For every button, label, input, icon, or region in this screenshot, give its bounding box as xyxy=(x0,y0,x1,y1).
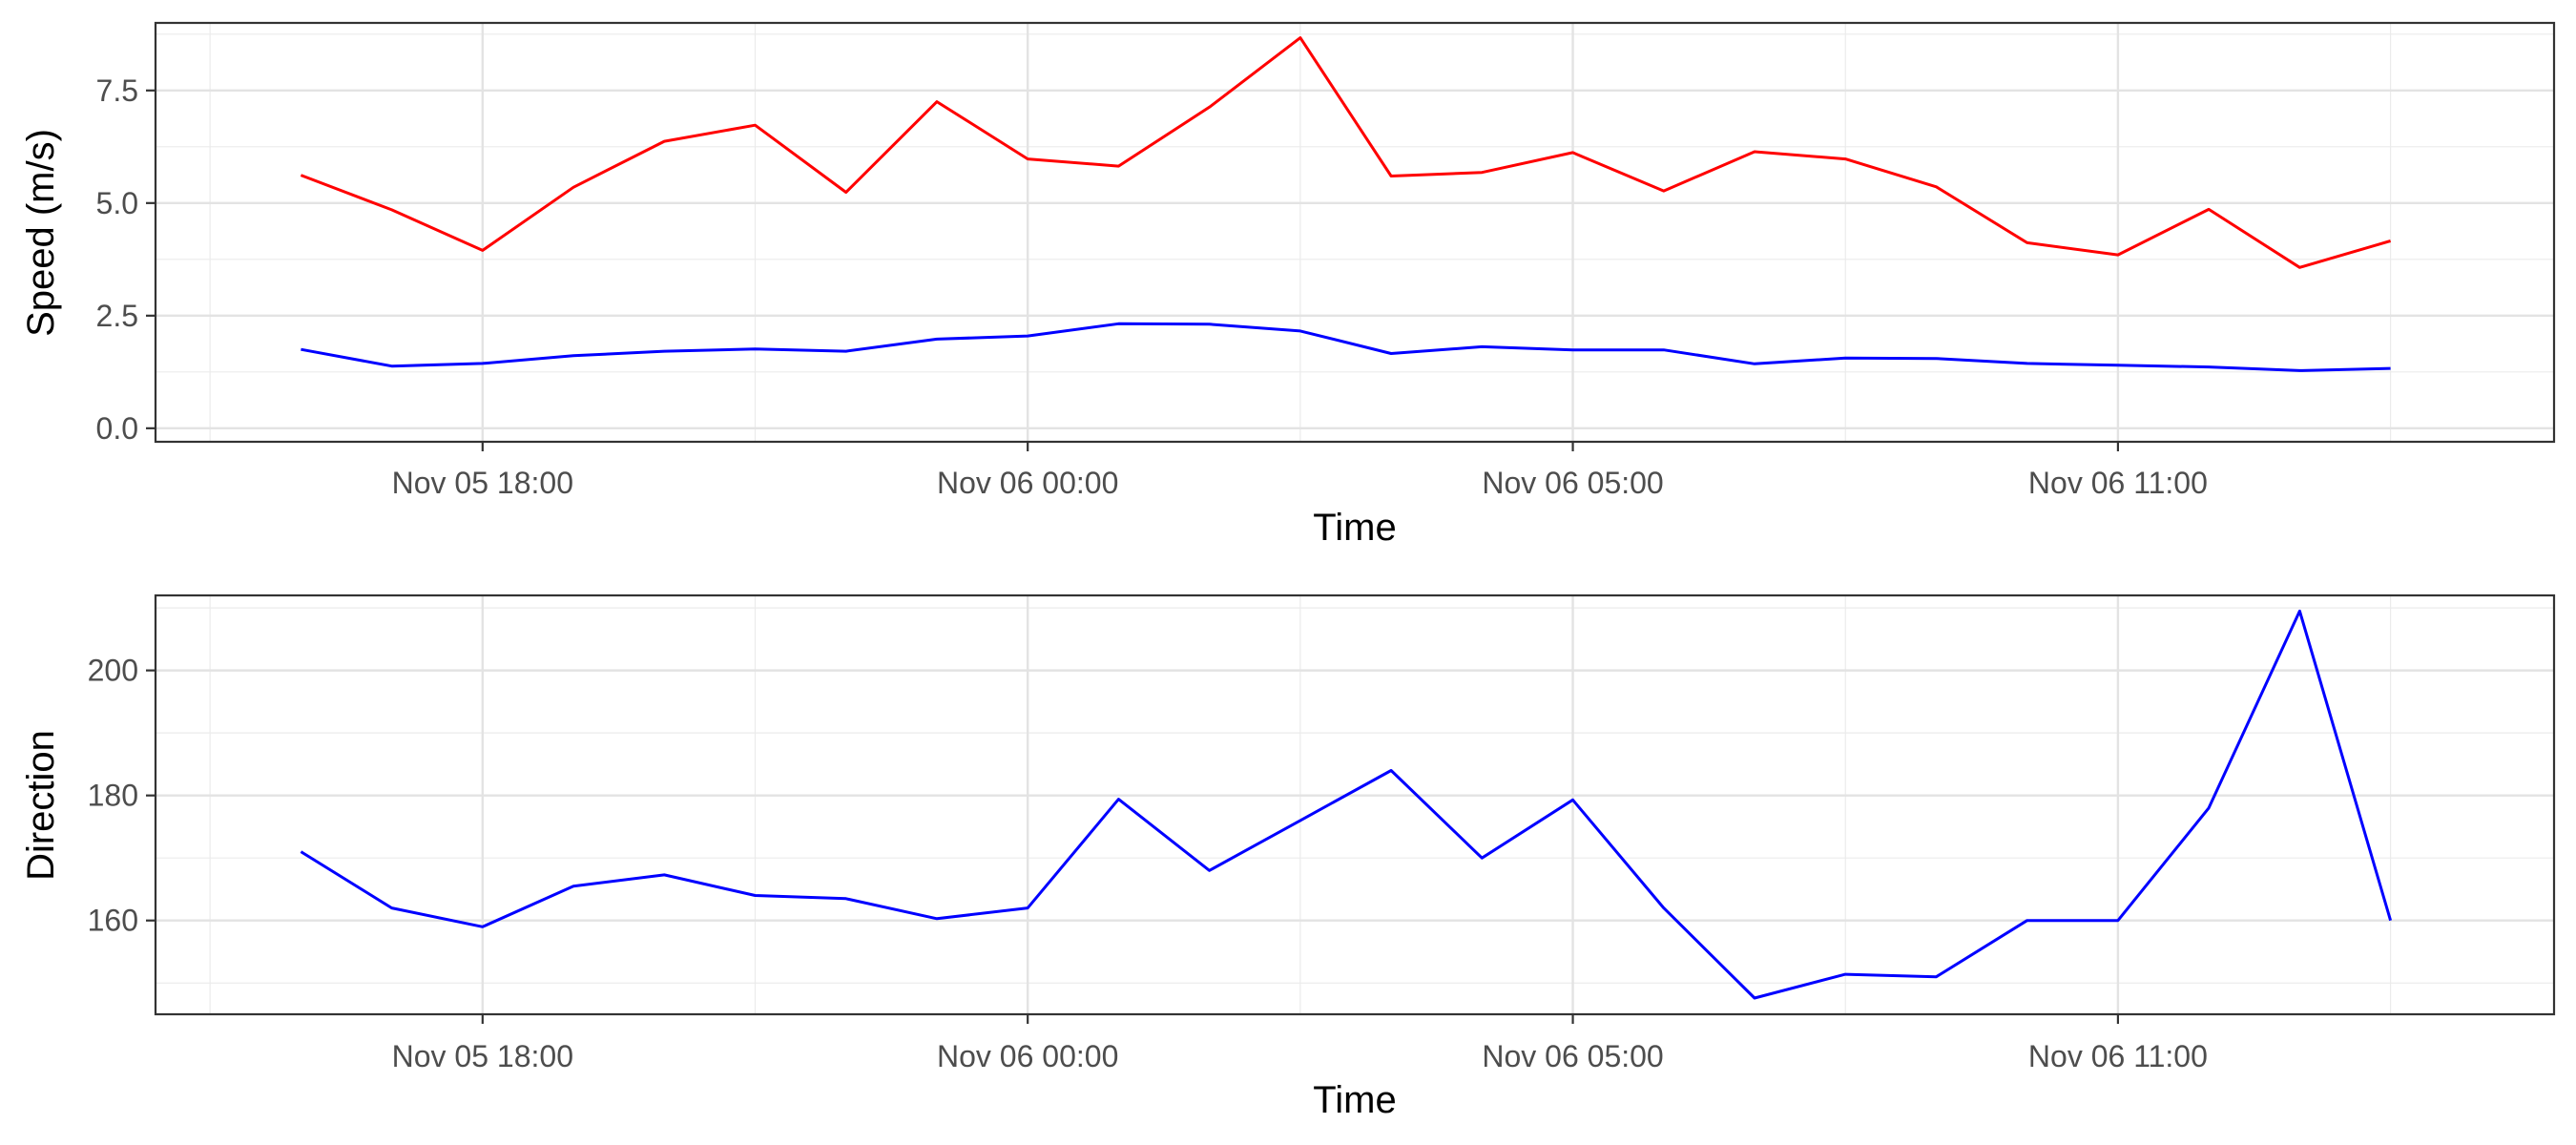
x-tick-label: Nov 06 05:00 xyxy=(1482,1039,1663,1073)
x-tick-label: Nov 05 18:00 xyxy=(392,466,573,500)
series-line-0 xyxy=(300,36,2392,269)
y-tick-label: 7.5 xyxy=(96,73,138,108)
x-tick-label: Nov 06 00:00 xyxy=(937,466,1118,500)
y-tick-label: 2.5 xyxy=(96,299,138,333)
x-tick-label: Nov 05 18:00 xyxy=(392,1039,573,1073)
y-tick-label: 200 xyxy=(88,654,138,688)
y-axis-title: Direction xyxy=(20,730,62,881)
y-tick-label: 5.0 xyxy=(96,186,138,220)
y-tick-label: 180 xyxy=(88,779,138,813)
grid xyxy=(156,595,2554,1014)
x-tick-label: Nov 06 11:00 xyxy=(2028,1039,2208,1073)
x-tick-label: Nov 06 05:00 xyxy=(1482,466,1663,500)
x-tick-label: Nov 06 00:00 xyxy=(937,1039,1118,1073)
x-axis-title: Time xyxy=(1313,1079,1396,1121)
y-tick-label: 160 xyxy=(88,904,138,938)
series-line-1 xyxy=(301,322,2391,372)
x-tick-label: Nov 06 11:00 xyxy=(2028,466,2208,500)
series-line-0 xyxy=(300,609,2393,1000)
x-axis-title: Time xyxy=(1313,507,1396,549)
y-axis-title: Speed (m/s) xyxy=(20,129,62,337)
panel-border xyxy=(154,593,2556,1016)
speed-panel: Nov 05 18:00 Nov 06 00:00 Nov 06 05:00 Nov … xyxy=(20,21,2556,549)
panel-border xyxy=(154,21,2556,444)
direction-panel: Nov 05 18:00 Nov 06 00:00 Nov 06 05:00 Nov … xyxy=(20,593,2556,1121)
y-tick-label: 0.0 xyxy=(96,411,138,446)
grid xyxy=(156,23,2554,442)
